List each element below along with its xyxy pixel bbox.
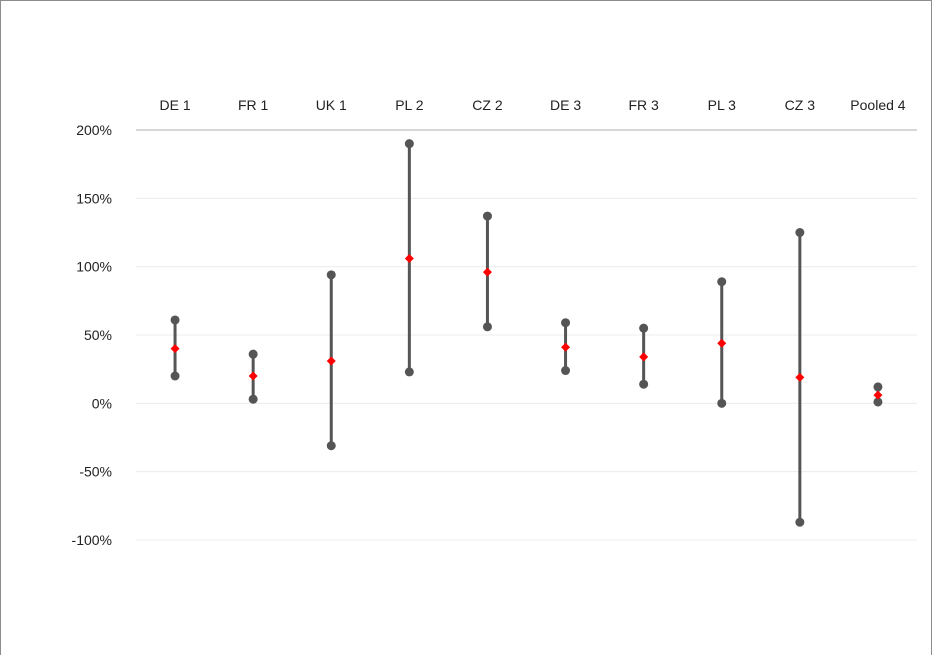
- category-axis-labels: DE 1 FR 1 UK 1 PL 2 CZ 2 DE 3 FR 3 PL 3 …: [159, 97, 905, 113]
- y-tick-label: 200%: [76, 122, 112, 138]
- category-label: Pooled 4: [850, 97, 905, 113]
- mid-point-marker: [717, 338, 727, 348]
- high-point: [326, 270, 336, 280]
- high-point: [248, 349, 258, 359]
- low-point: [404, 367, 414, 377]
- high-point: [795, 228, 805, 237]
- category-label: PL 2: [395, 97, 423, 113]
- category-label: UK 1: [316, 97, 347, 113]
- low-point: [482, 322, 492, 332]
- mid-point-marker: [561, 342, 571, 352]
- category-label: DE 1: [159, 97, 190, 113]
- high-point: [639, 323, 649, 333]
- high-point: [561, 318, 571, 328]
- mid-point-marker: [873, 390, 883, 400]
- category-label: CZ 2: [472, 97, 503, 113]
- high-point: [404, 139, 414, 149]
- y-tick-label: 0%: [92, 395, 112, 411]
- mid-point-marker: [170, 344, 180, 354]
- high-point: [717, 277, 727, 287]
- low-point: [795, 517, 805, 527]
- low-point: [170, 371, 180, 381]
- high-point: [873, 382, 883, 392]
- high-point: [170, 315, 180, 325]
- high-point: [482, 211, 492, 221]
- gridlines: [136, 129, 917, 541]
- low-point: [717, 398, 727, 408]
- low-point: [561, 366, 571, 376]
- low-point: [326, 441, 336, 451]
- category-label: FR 1: [238, 97, 269, 113]
- mid-point-marker: [482, 267, 492, 277]
- mid-point-marker: [326, 356, 336, 366]
- category-label: CZ 3: [785, 97, 816, 113]
- y-tick-label: 150%: [76, 190, 112, 206]
- mid-point-marker: [404, 253, 414, 263]
- y-tick-label: -50%: [79, 464, 112, 480]
- y-axis-ticks: 200% 150% 100% 50% 0% -50% -100%: [72, 122, 112, 548]
- low-point: [248, 394, 258, 404]
- low-point: [873, 397, 883, 407]
- mid-point-marker: [639, 352, 649, 362]
- mid-point-marker: [795, 372, 805, 382]
- y-tick-label: 50%: [84, 327, 112, 343]
- category-label: DE 3: [550, 97, 581, 113]
- category-label: FR 3: [628, 97, 659, 113]
- y-tick-label: -100%: [72, 532, 112, 548]
- mid-point-marker: [248, 371, 258, 381]
- category-label: PL 3: [708, 97, 736, 113]
- low-point: [639, 379, 649, 389]
- y-tick-label: 100%: [76, 259, 112, 275]
- range-marks: [170, 139, 883, 527]
